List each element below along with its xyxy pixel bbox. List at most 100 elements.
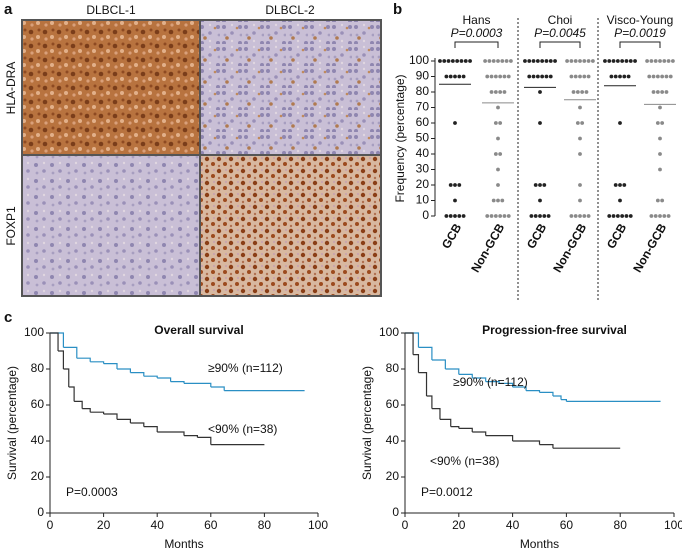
survival-step (458, 373, 473, 378)
column-label: DLBCL-1 (86, 3, 136, 17)
dot (448, 214, 453, 218)
dot (455, 59, 460, 63)
survival-step (76, 357, 91, 362)
dot (664, 74, 669, 79)
y-tick-label: 80 (386, 361, 400, 375)
survival-step (170, 381, 185, 384)
dot (444, 74, 449, 79)
dot (569, 214, 574, 218)
dot (626, 74, 631, 79)
dot (548, 59, 553, 63)
dot (498, 214, 503, 218)
dot (668, 74, 673, 79)
dot (609, 74, 614, 79)
dot (442, 59, 447, 63)
survival-step (431, 408, 441, 420)
dot (591, 59, 595, 63)
bracket (539, 41, 581, 48)
dot (611, 59, 616, 63)
survival-step (472, 377, 487, 382)
survival-step (197, 436, 212, 445)
dot (618, 198, 622, 203)
dot (658, 214, 662, 218)
survival-step (103, 363, 118, 369)
dot (660, 90, 665, 94)
dot (527, 74, 532, 79)
dot (584, 90, 589, 94)
dot (542, 183, 547, 187)
category-label: GCB (604, 221, 630, 251)
dot (457, 214, 462, 218)
survival-step (103, 413, 118, 420)
y-axis-label: Frequency (percentage) (393, 74, 407, 202)
dot (538, 198, 542, 203)
dot (509, 59, 513, 63)
p-value: P=0.0019 (614, 26, 666, 40)
dot (485, 214, 490, 218)
survival-step (130, 372, 145, 377)
dot (658, 59, 662, 63)
dot (498, 90, 503, 94)
dot (660, 121, 665, 125)
dot (448, 183, 453, 187)
group-name: Visco-Young (607, 13, 674, 27)
ihc-image (22, 155, 200, 296)
survival-step (445, 368, 460, 375)
survival-step (485, 435, 514, 441)
dot (666, 59, 671, 63)
dot (457, 74, 462, 79)
y-tick-label: 70 (416, 100, 430, 114)
y-tick-label: 40 (31, 433, 45, 447)
survival-step (117, 418, 131, 423)
dot (607, 59, 612, 63)
dot (496, 198, 500, 203)
dot (535, 74, 540, 79)
dot (620, 59, 625, 63)
dot (615, 59, 620, 63)
bracket (454, 41, 499, 48)
dot (658, 152, 662, 156)
dot (655, 90, 660, 94)
dot (493, 90, 498, 94)
survival-step (90, 361, 105, 364)
survival-step (74, 400, 83, 409)
dot (569, 74, 574, 79)
dot (491, 198, 496, 203)
y-tick-label: 60 (386, 397, 400, 411)
dot (649, 214, 654, 218)
y-tick-label: 0 (392, 505, 399, 519)
category-label: Non-GCB (630, 221, 669, 275)
dot (444, 214, 449, 218)
chart-title: Overall survival (154, 323, 243, 337)
dot (531, 59, 536, 63)
dot (544, 74, 549, 79)
x-tick-label: 20 (452, 518, 466, 532)
dot (618, 183, 622, 187)
dot (662, 59, 667, 63)
y-tick-label: 20 (416, 177, 430, 191)
survival-step (130, 422, 145, 427)
dot (582, 74, 587, 79)
y-tick-label: 30 (416, 162, 430, 176)
dot (655, 121, 660, 125)
dot (582, 214, 587, 218)
dot (533, 214, 538, 218)
y-tick-label: 100 (24, 325, 44, 339)
dot (582, 59, 587, 63)
dot (624, 59, 629, 63)
dot (607, 214, 612, 218)
chart-title: Progression-free survival (482, 323, 627, 337)
dot (658, 136, 662, 141)
dot (653, 214, 658, 218)
survival-step (526, 390, 541, 393)
dot (498, 152, 503, 156)
group-name: Hans (462, 13, 490, 27)
x-tick-label: 20 (97, 518, 111, 532)
dot (529, 214, 534, 218)
dot (461, 214, 466, 218)
dot (548, 74, 553, 79)
dot (653, 59, 658, 63)
dot (538, 183, 542, 187)
x-tick-label: 60 (204, 518, 218, 532)
dot (586, 59, 591, 63)
